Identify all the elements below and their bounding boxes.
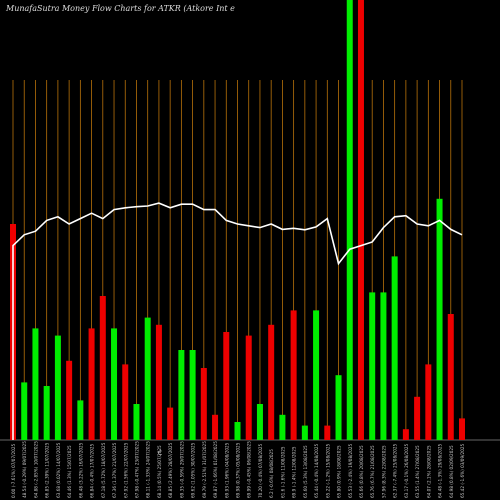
- x-tick-label: 65.53 (-2.4%) 19/08/2025: [348, 443, 353, 498]
- x-tick-label: 65.66 (0.8%) 20/08/2025: [359, 445, 364, 498]
- bar: [66, 360, 73, 440]
- x-tick-label: 57.96 (8.3%) 22/08/2025: [381, 445, 386, 498]
- x-tick-label: 69.87 (-1.66%) 01/08/2025: [213, 441, 218, 498]
- x-tick-label: 64.48 (-1.3%) 29/08/2025: [438, 443, 443, 498]
- x-tick-label: 70.20 (-0.4%) 07/08/2025: [258, 443, 263, 498]
- bar: [268, 324, 275, 440]
- bar: [414, 396, 421, 440]
- bar: [459, 418, 465, 440]
- x-tick-label: 65.22 (-1.2%) 15/08/2025: [325, 443, 330, 498]
- bar: [290, 310, 297, 440]
- x-tick-label: 64.98 (0.8%) 02/09/2025: [449, 445, 454, 498]
- x-tick-label: 68.11 (-1.33%) 24/07/2025: [146, 441, 151, 498]
- bar: [436, 198, 443, 440]
- x-tick-label: 68.85 (2.49%) 28/07/2025: [168, 442, 173, 498]
- bar: [369, 292, 376, 440]
- x-tick-label: 65.60 (5.3%) 13/08/2025: [303, 445, 308, 498]
- x-tick-label: 6.2 (-0.6%) 08/08/2025: [269, 449, 274, 498]
- x-tick-label: 69.99 (-0.45%) 06/08/2025: [247, 441, 252, 498]
- x-tick-label: 0.00 (-7.61%) 07/07/2025: [11, 443, 16, 498]
- x-tick-label: 61.6 (-1.6%) 11/08/2025: [280, 446, 285, 498]
- x-tick-label: 67.98 (-0.47%) 23/07/2025: [134, 441, 139, 498]
- center-mark: C: [158, 450, 162, 457]
- x-tick-label: 69.9 (-1.4%) 12/08/2025: [292, 446, 297, 498]
- bar: [167, 407, 174, 440]
- bar: [335, 375, 342, 440]
- bar: [54, 335, 61, 440]
- x-tick-label: 65.80 (0.9%) 18/08/2025: [337, 445, 342, 498]
- x-tick-label: 62.37 (-7.4%) 25/08/2025: [393, 443, 398, 498]
- x-tick-label: 65.44 (-0.4%) 14/08/2025: [314, 443, 319, 498]
- bar: [21, 382, 28, 440]
- bar: [77, 400, 84, 440]
- bar: [122, 364, 129, 440]
- x-tick-label: 69.62 (1.05%) 30/07/2025: [191, 442, 196, 498]
- bar: [301, 425, 308, 440]
- bar: [313, 310, 320, 440]
- chart-title: MunafaSutra Money Flow Charts for ATKR (…: [6, 4, 235, 13]
- bar: [189, 350, 196, 440]
- bar: [200, 368, 207, 440]
- x-tick-label: 66.84 (-0.4%) 17/07/2025: [90, 443, 95, 498]
- x-tick-label: 67.36 (1.37%) 21/07/2025: [112, 442, 117, 498]
- bar: [234, 422, 241, 440]
- bar: [279, 414, 286, 440]
- x-tick-label: 63.68 (0.02%) 14/07/2025: [56, 442, 61, 498]
- x-tick-label: 69.35 (-0.59%) 29/07/2025: [179, 441, 184, 498]
- x-tick-label: 64.46 (1.3%) 15/07/2025: [67, 445, 72, 498]
- bar: [43, 386, 50, 440]
- bar: [357, 0, 364, 440]
- x-tick-label: 65.42 (-1.6%) 03/09/2025: [460, 443, 465, 498]
- x-tick-label: 64.88 (-2.85%) 10/07/2025: [33, 441, 38, 498]
- x-tick-label: 63.55 (1.4%) 27/08/2025: [415, 445, 420, 498]
- x-tick-label: 66.85 (2.39%) 11/07/2025: [45, 442, 50, 498]
- bar: [212, 414, 219, 440]
- bar: [256, 404, 263, 440]
- bar: [144, 317, 151, 440]
- x-tick-label: 69.79 (-2.51%) 31/07/2025: [202, 441, 207, 498]
- x-tick-label: 69.93 (1.96%) 04/08/2025: [224, 442, 229, 498]
- bar: [245, 335, 252, 440]
- bar: [32, 328, 39, 440]
- bar: [447, 314, 454, 440]
- bar: [380, 292, 387, 440]
- x-tick-label: 65.76 (6.7%) 21/08/2025: [370, 445, 375, 498]
- bar: [223, 332, 230, 440]
- bar: [178, 350, 185, 440]
- bar: [425, 364, 432, 440]
- x-tick-label: 66.48 (3.22%) 16/07/2025: [78, 442, 83, 498]
- bar: [99, 296, 106, 440]
- x-tick-label: 67.92 (1.56%) 22/07/2025: [123, 442, 128, 498]
- bar: [88, 328, 95, 440]
- x-tick-label: 69.98 (0.37%) 05/08/2025: [236, 442, 241, 498]
- bar: [346, 0, 353, 440]
- x-tick-label: 67.18 (5.72%) 18/07/2025: [101, 442, 106, 498]
- x-tick-label: 64.07 (2.1%) 28/08/2025: [426, 445, 431, 498]
- x-tick-label: 63.17 (-0.1%) 26/08/2025: [404, 443, 409, 498]
- bar: [111, 328, 118, 440]
- bar: [324, 425, 331, 440]
- bar: [391, 256, 398, 440]
- bar: [133, 404, 140, 440]
- x-tick-label: 48.54 (-0.29%) 09/07/2025: [22, 441, 27, 498]
- money-flow-line: [12, 202, 463, 440]
- bar: [402, 429, 409, 440]
- bar: [155, 324, 162, 440]
- x-tick-label: 68.14 (0.5%) 25/07/2025: [157, 445, 162, 498]
